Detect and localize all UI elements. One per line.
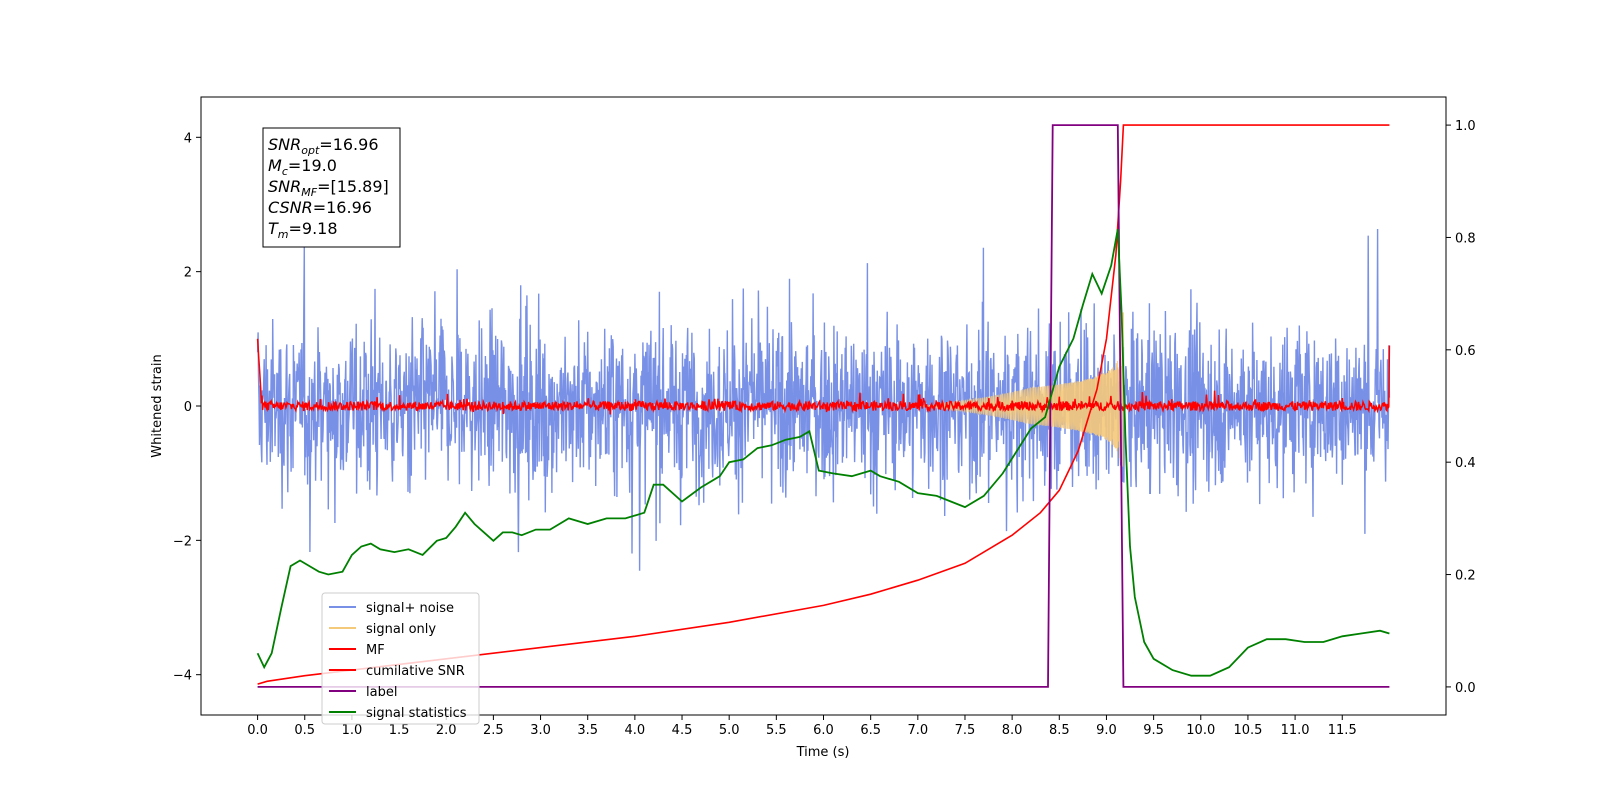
x-tick-label: 7.0 [907, 723, 928, 738]
y2-tick-label: 0.6 [1455, 344, 1476, 359]
x-tick-label: 0.5 [294, 723, 315, 738]
x-tick-label: 2.5 [483, 723, 504, 738]
y-axis-right: 0.0 0.2 0.4 0.6 0.8 1.0 [1446, 119, 1476, 696]
legend-frame [321, 592, 480, 725]
series-line-label [257, 124, 1390, 688]
y-axis-label: Whitened strain [150, 354, 165, 457]
x-tick-label: 0.0 [247, 723, 268, 738]
x-axis: 0.0 0.5 1.0 1.5 2.0 2.5 3.0 3.5 4.0 4.5 5.0 5.5 6.0 6… [247, 715, 1357, 738]
y-tick-label: 4 [184, 131, 192, 146]
x-tick-label: 3.5 [577, 723, 598, 738]
legend-label: signal statistics [366, 706, 467, 721]
series-line-signal-statistics [256, 228, 1390, 677]
y2-tick-label: 1.0 [1455, 119, 1476, 134]
annotation-frame [262, 127, 401, 248]
x-tick-label: 9.5 [1143, 723, 1164, 738]
legend-label: label [366, 685, 397, 700]
legend-label: signal+ noise [366, 601, 454, 616]
legend-label: MF [366, 643, 385, 658]
y2-tick-label: 0.2 [1455, 569, 1476, 584]
y2-tick-label: 0.8 [1455, 231, 1476, 246]
legend: signal+ noise signal only MF cumilative SNR… [321, 592, 480, 725]
x-tick-label: 8.5 [1049, 723, 1070, 738]
x-tick-label: 1.0 [342, 723, 363, 738]
legend-label: cumilative SNR [366, 664, 465, 679]
x-tick-label: 11.5 [1328, 723, 1357, 738]
x-tick-label: 10.0 [1186, 723, 1215, 738]
legend-label: signal only [366, 622, 436, 637]
x-tick-label: 5.5 [766, 723, 787, 738]
annotation-line: SNRopt=16.96 [268, 135, 379, 157]
x-tick-label: 6.5 [860, 723, 881, 738]
x-tick-label: 1.5 [389, 723, 410, 738]
annotation-line: Mc=19.0 [268, 156, 337, 178]
x-tick-label: 4.5 [672, 723, 693, 738]
y2-tick-label: 0.4 [1455, 456, 1476, 471]
x-axis-label: Time (s) [796, 745, 850, 760]
y-tick-label: −4 [173, 669, 192, 684]
y-axis-left: −4 −2 0 2 4 [173, 131, 201, 684]
series-line-mf [256, 338, 1391, 415]
annotation-line: Tm=9.18 [268, 219, 338, 241]
y-tick-label: 0 [184, 400, 192, 415]
x-tick-label: 3.0 [530, 723, 551, 738]
y-tick-label: −2 [173, 534, 192, 549]
annotation-line: SNRMF=[15.89] [268, 177, 389, 199]
x-tick-label: 2.0 [436, 723, 457, 738]
x-tick-label: 8.0 [1002, 723, 1023, 738]
x-tick-label: 4.0 [625, 723, 646, 738]
x-tick-label: 6.0 [813, 723, 834, 738]
x-tick-label: 5.0 [719, 723, 740, 738]
series-line-signal-noise [256, 228, 1391, 571]
y2-tick-label: 0.0 [1455, 681, 1476, 696]
x-tick-label: 10.5 [1233, 723, 1262, 738]
annotation-box: SNRopt=16.96Mc=19.0SNRMF=[15.89]CSNR=16.… [262, 127, 401, 248]
x-tick-label: 9.0 [1096, 723, 1117, 738]
x-tick-label: 11.0 [1281, 723, 1310, 738]
y-tick-label: 2 [184, 266, 192, 281]
annotation-line: CSNR=16.96 [268, 198, 372, 217]
x-tick-label: 7.5 [955, 723, 976, 738]
